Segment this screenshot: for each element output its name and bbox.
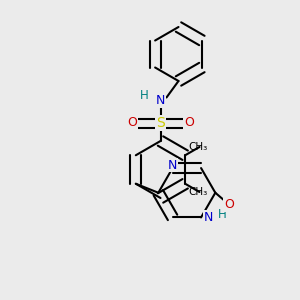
Text: CH₃: CH₃: [188, 187, 208, 197]
Text: H: H: [140, 89, 148, 103]
Text: S: S: [156, 116, 165, 130]
Text: N: N: [156, 94, 165, 107]
Text: H: H: [218, 208, 227, 221]
Text: N: N: [168, 159, 177, 172]
Text: O: O: [127, 116, 137, 130]
Text: CH₃: CH₃: [188, 142, 208, 152]
Text: O: O: [184, 116, 194, 130]
Text: O: O: [224, 198, 234, 211]
Text: N: N: [204, 211, 213, 224]
